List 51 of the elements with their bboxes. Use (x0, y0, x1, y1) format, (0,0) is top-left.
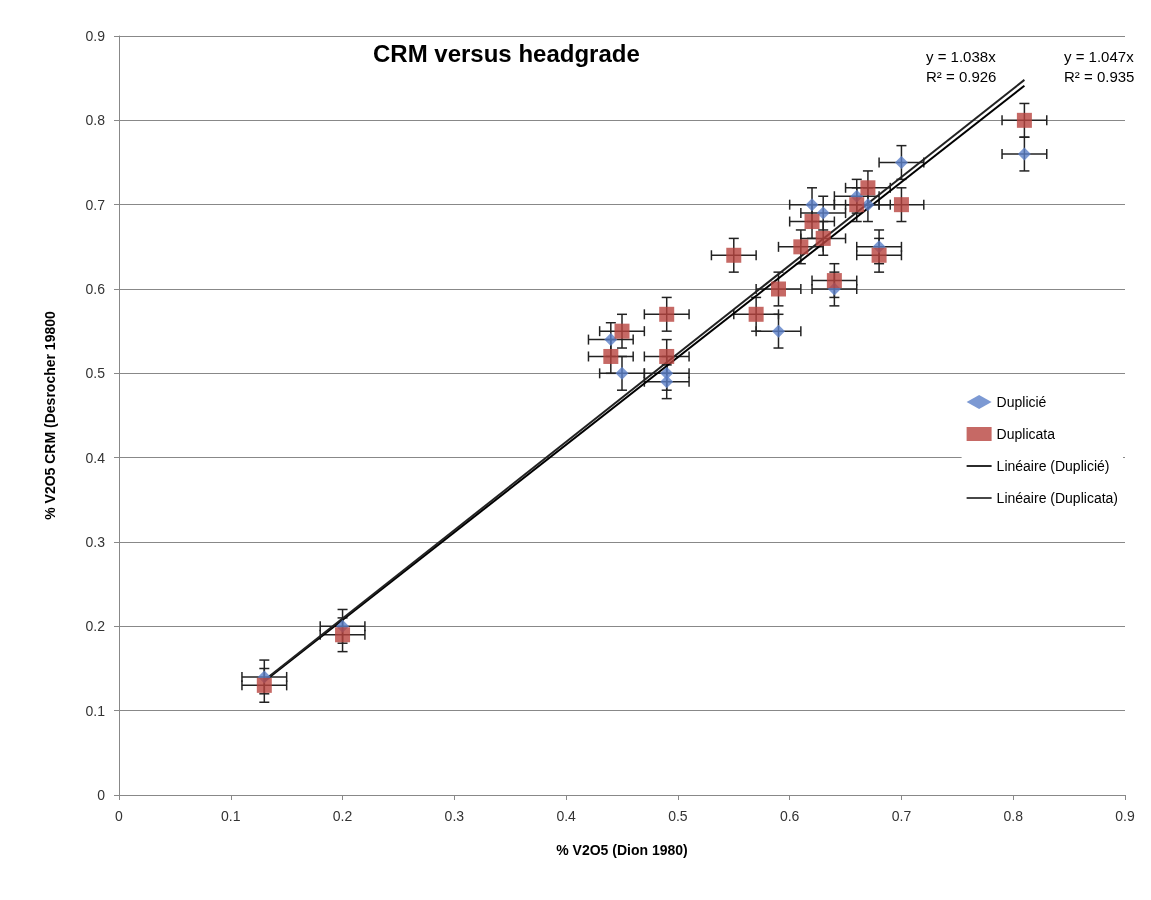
point (815, 230, 831, 246)
point (894, 156, 908, 169)
legend-label: Duplicié (996, 394, 1047, 410)
legend-label: Duplicata (996, 426, 1056, 442)
point (893, 197, 909, 213)
x-tick-label: 0 (115, 808, 124, 824)
point (871, 247, 887, 263)
x-tick-label: 0.8 (1003, 808, 1024, 824)
x-tick-label: 0.4 (556, 808, 577, 824)
point (770, 281, 786, 297)
point (726, 247, 742, 263)
y-tick-label: 0.5 (85, 365, 106, 382)
x-axis-title: % V2O5 (Dion 1980) (556, 842, 688, 858)
point (660, 375, 674, 389)
point (256, 677, 272, 693)
x-tick-label: 0.5 (668, 808, 688, 824)
y-tick-label: 0.2 (85, 618, 106, 635)
annotation: y = 1.038x R² = 0.926 (926, 47, 997, 85)
x-tick-label: 0.7 (891, 808, 912, 824)
x-tick-label: 0.1 (221, 808, 241, 824)
legend-label: Linéaire (Duplicié) (996, 458, 1110, 474)
y-tick-label: 0 (97, 787, 106, 803)
point (659, 306, 675, 322)
x-tick-label: 0.3 (444, 808, 465, 824)
y-tick-label: 0.8 (85, 112, 106, 129)
point (614, 323, 630, 339)
chart-title: CRM versus headgrade (373, 39, 640, 67)
point (1017, 147, 1031, 161)
point (793, 239, 809, 255)
y-tick-label: 0.4 (85, 449, 106, 466)
point (604, 333, 618, 347)
point (748, 306, 764, 322)
point (805, 198, 819, 212)
point (849, 197, 865, 213)
point (659, 348, 675, 364)
annotation: y = 1.047x R² = 0.935 (1064, 47, 1135, 85)
y-tick-label: 0.9 (85, 28, 106, 44)
y-axis-title: % V2O5 CRM (Desrocher 19800 (42, 311, 58, 520)
y-tick-label: 0.6 (85, 281, 106, 297)
point (771, 324, 785, 338)
x-tick-label: 0.2 (332, 808, 353, 824)
point (1016, 112, 1032, 128)
point (615, 366, 629, 380)
x-tick-label: 0.9 (1115, 808, 1135, 824)
y-tick-label: 0.1 (85, 702, 106, 719)
point (826, 273, 842, 289)
y-tick-label: 0.3 (85, 534, 106, 550)
x-tick-label: 0.6 (779, 808, 800, 824)
y-tick-label: 0.7 (85, 196, 106, 213)
point (335, 627, 351, 643)
legend-label: Linéaire (Duplicata) (996, 490, 1119, 506)
